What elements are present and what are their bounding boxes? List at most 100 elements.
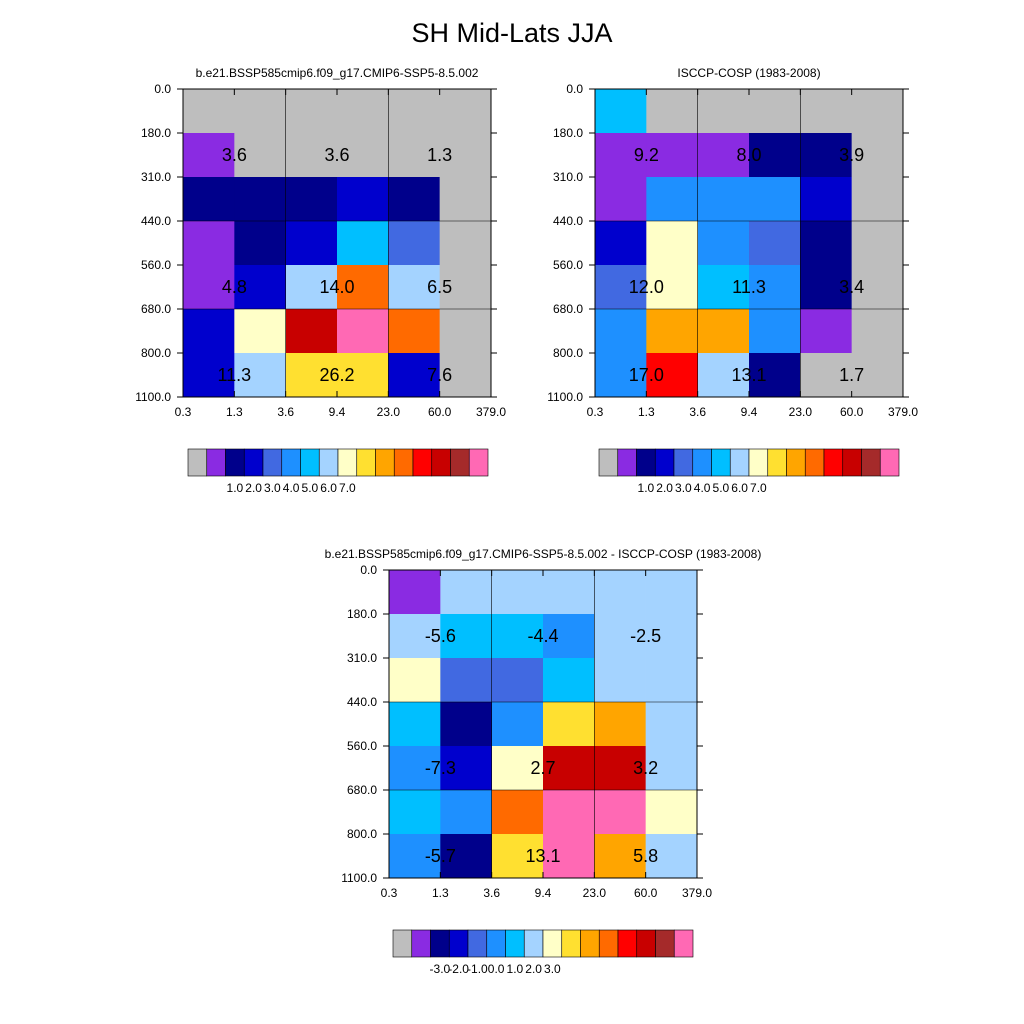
heatmap-cell <box>388 309 440 354</box>
heatmap-cell <box>697 177 750 222</box>
y-tick-label: 180.0 <box>553 126 583 140</box>
heatmap-cell <box>595 133 647 178</box>
data-label: 17.0 <box>629 365 664 385</box>
heatmap-cell <box>543 614 595 659</box>
x-tick-label: 23.0 <box>377 405 401 419</box>
y-tick-label: 0.0 <box>154 82 171 96</box>
data-label: -7.3 <box>425 758 456 778</box>
heatmap-cell <box>285 309 338 354</box>
heatmap-cell <box>749 89 801 134</box>
heatmap-cell <box>491 746 544 791</box>
colorbar-label: 2.0 <box>245 481 262 495</box>
heatmap-cell <box>388 353 440 398</box>
heatmap-cell <box>337 309 389 354</box>
heatmap-cell <box>595 309 647 354</box>
heatmap-cell <box>594 614 646 659</box>
data-label: -5.6 <box>425 626 456 646</box>
colorbar-swatch <box>598 448 619 477</box>
heatmap-cell <box>595 177 647 222</box>
colorbar-label: 5.0 <box>713 481 730 495</box>
colorbar-label: 1.0 <box>638 481 655 495</box>
colorbar-swatch <box>617 448 637 477</box>
heatmap-cell <box>234 133 286 178</box>
data-label: 3.2 <box>633 758 658 778</box>
heatmap-cell <box>439 265 492 310</box>
heatmap-cell <box>594 790 646 835</box>
heatmap-cell <box>697 309 750 354</box>
colorbar-swatch <box>523 929 544 958</box>
colorbar-label: -3.0 <box>430 962 451 976</box>
heatmap-cell <box>595 221 647 266</box>
heatmap-cell <box>183 353 235 398</box>
colorbar-swatch <box>430 929 450 958</box>
colorbar-swatch <box>748 448 769 477</box>
heatmap-cell <box>851 89 904 134</box>
colorbar-swatch <box>804 448 825 477</box>
heatmap-cell <box>851 265 904 310</box>
x-tick-label: 9.4 <box>741 405 758 419</box>
heatmap-cell <box>645 570 698 615</box>
y-tick-label: 800.0 <box>347 827 377 841</box>
heatmap-cell <box>491 790 544 835</box>
heatmap-cell <box>183 309 235 354</box>
heatmap-cell <box>337 221 389 266</box>
heatmap-cell <box>800 309 852 354</box>
heatmap-cell <box>646 89 698 134</box>
x-tick-label: 23.0 <box>789 405 813 419</box>
heatmap-cell <box>183 177 235 222</box>
colorbar-swatch <box>505 929 525 958</box>
heatmap-cell <box>800 89 852 134</box>
data-label: 13.1 <box>525 846 560 866</box>
colorbar-swatch <box>356 448 376 477</box>
heatmap-cell <box>697 89 750 134</box>
colorbar-swatch <box>580 929 600 958</box>
y-tick-label: 800.0 <box>553 346 583 360</box>
data-label: 1.7 <box>839 365 864 385</box>
colorbar-label: 2.0 <box>656 481 673 495</box>
colorbar-swatch <box>729 448 750 477</box>
x-tick-label: 60.0 <box>840 405 864 419</box>
heatmap-cell <box>595 353 647 398</box>
colorbar-label: 7.0 <box>339 481 356 495</box>
y-tick-label: 1100.0 <box>135 390 171 404</box>
x-tick-label: 3.6 <box>689 405 706 419</box>
heatmap-cell <box>389 570 441 615</box>
y-tick-label: 0.0 <box>360 563 377 577</box>
colorbar-label: 6.0 <box>731 481 748 495</box>
data-label: 3.4 <box>839 277 864 297</box>
data-label: 6.5 <box>427 277 452 297</box>
heatmap-cell <box>439 309 492 354</box>
colorbar-swatch <box>879 448 900 477</box>
colorbar-label: 3.0 <box>544 962 561 976</box>
x-tick-label: 3.6 <box>277 405 294 419</box>
x-tick-label: 0.3 <box>381 886 398 900</box>
heatmap-cell <box>183 133 235 178</box>
heatmap-cell <box>645 614 698 659</box>
heatmap-cell <box>543 702 595 747</box>
heatmap-cell <box>183 221 235 266</box>
x-tick-label: 379.0 <box>476 405 506 419</box>
panel-title: b.e21.BSSP585cmip6.f09_g17.CMIP6-SSP5-8.… <box>196 66 479 80</box>
colorbar-swatch <box>861 448 881 477</box>
colorbar-swatch <box>375 448 395 477</box>
heatmap-cell <box>491 614 544 659</box>
heatmap-cell <box>285 89 338 134</box>
data-label: 2.7 <box>530 758 555 778</box>
colorbar-label: 3.0 <box>675 481 692 495</box>
heatmap-cell <box>851 133 904 178</box>
heatmap-cell <box>234 89 286 134</box>
heatmap-cell <box>285 221 338 266</box>
heatmap-cell <box>285 133 338 178</box>
heatmap-cell <box>183 265 235 310</box>
heatmap-cell <box>645 834 698 879</box>
colorbar-label: 6.0 <box>320 481 337 495</box>
heatmap-cell <box>440 790 492 835</box>
x-tick-label: 379.0 <box>682 886 712 900</box>
heatmap-cell <box>646 133 698 178</box>
heatmap-cell <box>594 658 646 703</box>
heatmap-cell <box>440 658 492 703</box>
heatmap-cell <box>749 265 801 310</box>
colorbar-swatch <box>673 448 694 477</box>
y-tick-label: 310.0 <box>553 170 583 184</box>
